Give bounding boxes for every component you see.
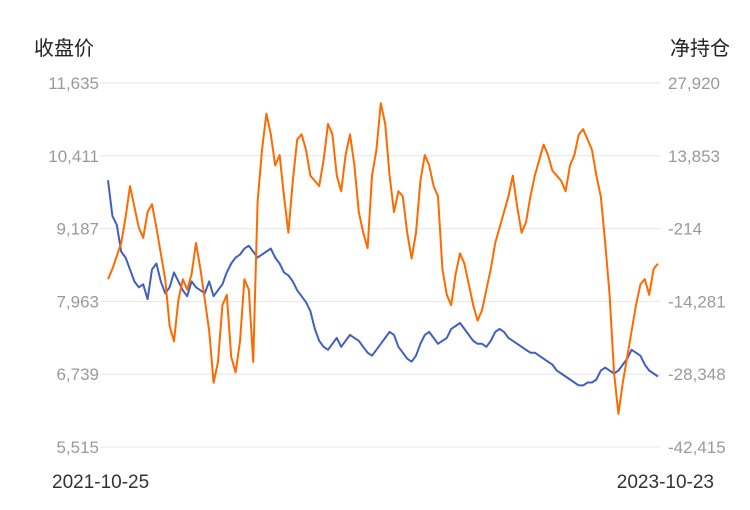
left-tick-label: 7,963 xyxy=(56,292,99,311)
right-axis-ticks: 27,920 13,853 -214 -14,281 -28,348 -42,415 xyxy=(668,74,726,457)
right-tick-label: 27,920 xyxy=(668,74,720,93)
net-position-line xyxy=(107,102,659,415)
close-price-line xyxy=(107,180,659,387)
left-tick-label: 11,635 xyxy=(48,74,99,93)
series-lines xyxy=(107,102,659,415)
x-label-end: 2023-10-23 xyxy=(617,472,714,493)
right-tick-label: -42,415 xyxy=(668,438,726,457)
left-tick-label: 10,411 xyxy=(48,147,99,166)
right-tick-label: 13,853 xyxy=(668,147,720,166)
right-tick-label: -28,348 xyxy=(668,365,726,384)
right-tick-label: -14,281 xyxy=(668,292,726,311)
left-tick-label: 6,739 xyxy=(56,365,99,384)
gridlines xyxy=(100,82,660,448)
right-tick-label: -214 xyxy=(668,220,702,239)
left-axis-ticks: 11,635 10,411 9,187 7,963 6,739 5,515 xyxy=(48,74,99,457)
x-label-start: 2021-10-25 xyxy=(52,472,149,493)
left-axis-title: 收盘价 xyxy=(34,37,94,60)
left-tick-label: 9,187 xyxy=(56,220,99,239)
left-tick-label: 5,515 xyxy=(56,438,99,457)
right-axis-title: 净持仓 xyxy=(670,37,730,60)
